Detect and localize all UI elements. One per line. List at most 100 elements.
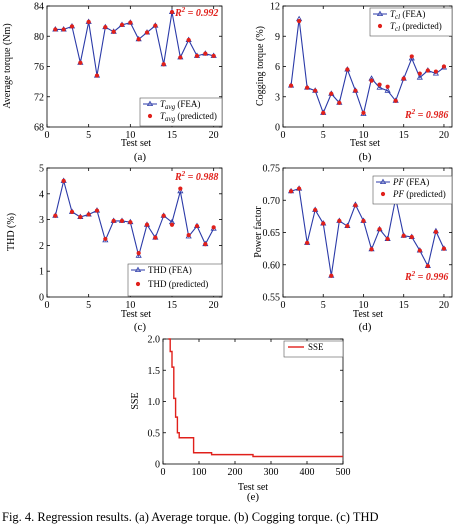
y-axis-label: Average torque (Nm) (2, 23, 13, 108)
x-tick-label: 400 (300, 467, 315, 478)
predicted-point (425, 263, 430, 269)
panel-label: (a) (134, 151, 147, 163)
predicted-point (321, 221, 326, 226)
fea-point (416, 74, 423, 80)
y-tick-label: 0.55 (263, 293, 281, 304)
predicted-point (186, 232, 191, 238)
predicted-point (153, 235, 158, 240)
y-tick-label: 0.65 (263, 228, 281, 239)
x-tick-label: 15 (167, 130, 177, 141)
predicted-point (337, 218, 342, 223)
predicted-point (417, 71, 422, 76)
x-tick-label: 5 (321, 300, 326, 311)
legend-marker (380, 191, 386, 197)
y-tick-label: 2.0 (148, 335, 161, 346)
predicted-point (103, 25, 108, 30)
chart-panel-3: 0 5 10 15 20 0 1 2 3 4 5 Test set THD (%) (c) R2 = 0.9… (6, 164, 223, 333)
y-tick-label: 3 (39, 215, 44, 226)
predicted-point (153, 23, 158, 28)
legend-label: THD (predicted) (148, 279, 208, 289)
predicted-point (86, 19, 91, 24)
predicted-point (144, 30, 150, 35)
panel-label: (e) (247, 491, 260, 503)
predicted-point (103, 236, 108, 242)
y-tick-label: 0 (155, 460, 160, 471)
legend-marker (146, 100, 154, 106)
x-tick-label: 0 (281, 130, 286, 141)
fea-point (135, 252, 142, 258)
predicted-point (211, 53, 216, 59)
fea-point (376, 84, 383, 90)
predicted-point (433, 69, 439, 74)
predicted-point (401, 233, 406, 238)
legend-label: Tcl (FEA) (390, 9, 425, 21)
predicted-point (369, 247, 374, 252)
legend-box (139, 97, 223, 127)
x-tick-label: 0 (161, 467, 166, 478)
legend-label: Tcl (predicted) (390, 21, 442, 33)
legend-label: PF (FEA) (392, 177, 429, 187)
x-tick-label: 0 (281, 300, 286, 311)
y-tick-label: 80 (34, 32, 44, 43)
x-tick-label: 200 (228, 467, 243, 478)
predicted-point (119, 218, 125, 223)
panel-label: (b) (359, 151, 372, 163)
predicted-point (369, 78, 374, 83)
predicted-point (401, 76, 406, 81)
x-tick-label: 500 (336, 467, 351, 478)
predicted-point (409, 234, 414, 240)
legend-box (127, 263, 223, 297)
predicted-point (329, 273, 334, 278)
predicted-point (86, 212, 91, 217)
predicted-point (296, 19, 302, 24)
fea-point (177, 187, 184, 194)
x-axis-label: Test set (121, 138, 151, 149)
predicted-point (94, 208, 100, 213)
legend-box (372, 175, 453, 205)
legend-marker (379, 178, 387, 184)
x-tick-label: 15 (167, 300, 177, 311)
y-tick-label: 0.70 (263, 196, 281, 207)
y-tick-label: 0 (39, 293, 44, 304)
y-tick-label: 72 (34, 92, 44, 103)
panel-label: (d) (359, 321, 372, 333)
predicted-point (345, 223, 350, 229)
predicted-point (119, 22, 125, 28)
legend-label: Tavg (FEA) (160, 99, 200, 111)
predicted-point (53, 213, 58, 218)
predicted-point (329, 91, 334, 96)
x-tick-label: 5 (86, 130, 91, 141)
predicted-point (136, 37, 141, 42)
predicted-point (441, 64, 447, 69)
predicted-point (361, 110, 366, 115)
chart-panel-2: 0 5 10 15 20 0 3 6 9 12 Test set Cogging torque (%)… (255, 2, 453, 163)
x-tick-label: 20 (209, 130, 219, 141)
y-tick-label: 12 (270, 2, 280, 13)
predicted-point (169, 9, 175, 15)
x-tick-label: 5 (86, 300, 91, 311)
panel-label: (c) (134, 321, 147, 333)
predicted-point (288, 83, 294, 88)
x-tick-label: 20 (439, 130, 449, 141)
predicted-point (136, 251, 141, 256)
predicted-point (78, 214, 83, 220)
legend-marker (135, 281, 141, 287)
predicted-point (305, 240, 310, 245)
plot-frame (162, 338, 344, 465)
x-tick-label: 5 (321, 130, 326, 141)
predicted-point (161, 213, 166, 218)
y-axis-label: THD (%) (6, 213, 17, 251)
x-tick-label: 20 (209, 300, 219, 311)
x-axis-label: Test set (121, 309, 151, 320)
legend-marker (377, 23, 383, 29)
predicted-point (433, 229, 439, 234)
y-tick-label: 68 (34, 123, 44, 134)
x-tick-label: 10 (358, 300, 368, 311)
y-tick-label: 1 (39, 267, 44, 278)
x-tick-label: 20 (439, 300, 449, 311)
legend-label: SSE (308, 342, 324, 352)
y-tick-label: 6 (275, 62, 280, 73)
x-axis-label: Test set (350, 138, 380, 149)
x-tick-label: 0 (45, 130, 50, 141)
predicted-point (178, 55, 183, 60)
